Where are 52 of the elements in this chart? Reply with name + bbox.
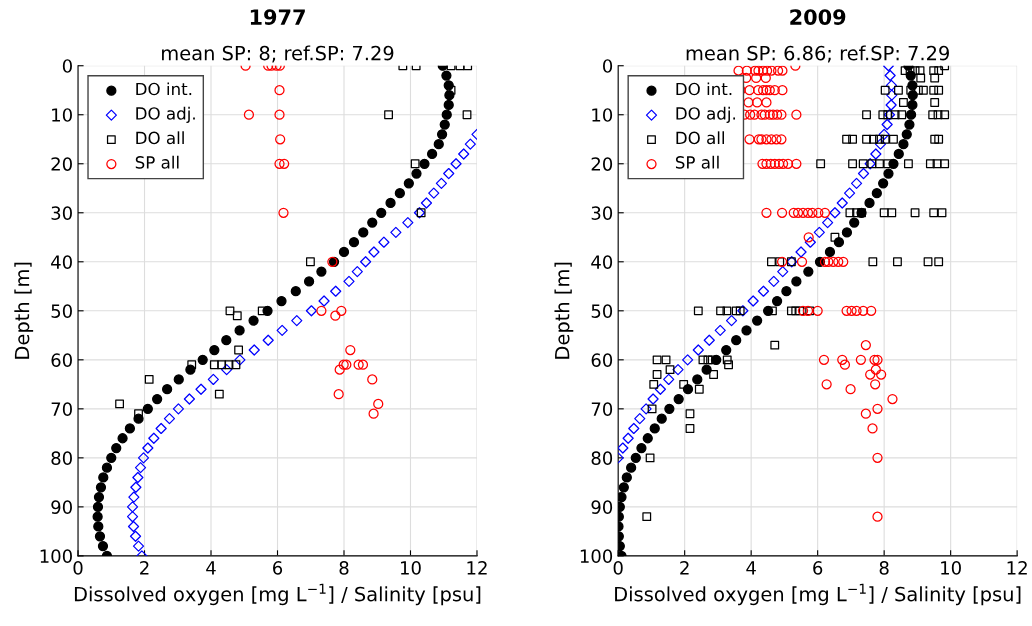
legend-label: SP all [135,155,179,169]
x-tick-label: 2 [680,561,689,575]
legend-label: DO all [676,131,724,145]
x-axis-title: Dissolved oxygen [mg L$^{−1}$] / Salinity [psu] [615,583,1021,606]
y-tick-label: 70 [591,402,613,416]
x-tick-label: 6 [273,561,283,575]
legend-label: SP all [675,155,719,169]
y-tick-label: 10 [52,108,72,122]
chart-title: 1977 [250,9,305,25]
x-tick-label: 8 [879,561,889,575]
x-tick-label: 10 [400,561,421,575]
y-axis-title: Depth [m] [14,262,34,359]
y-tick-label: 60 [51,353,72,367]
x-tick-label: 2 [140,561,149,575]
y-tick-label: 20 [591,157,613,171]
y-tick-label: 40 [591,255,613,269]
y-tick-label: 0 [603,59,613,73]
chart-title: 2009 [790,9,846,25]
x-tick-label: 12 [1007,561,1027,575]
chart-subtitle: mean SP: 8; ref.SP: 7.29 [162,45,394,63]
x-tick-label: 8 [339,561,349,575]
x-tick-label: 6 [813,561,823,575]
y-tick-label: 80 [591,451,613,465]
y-tick-label: 100 [40,549,72,563]
y-tick-label: 90 [591,500,613,514]
y-axis-title: Depth [m] [554,262,574,359]
y-tick-label: 30 [591,206,613,220]
y-tick-label: 30 [51,206,72,220]
legend-label: DO adj. [136,106,195,123]
y-tick-label: 0 [62,59,72,73]
x-tick-label: 10 [941,561,961,575]
y-tick-label: 70 [51,402,72,416]
chart-subtitle: mean SP: 6.86; ref.SP: 7.29 [686,45,949,63]
legend-label: DO int. [676,82,732,96]
x-tick-label: 4 [206,561,216,575]
y-tick-label: 60 [591,353,613,367]
y-tick-label: 80 [51,451,72,465]
y-tick-label: 100 [580,549,613,563]
y-tick-label: 50 [591,304,613,318]
x-tick-label: 12 [467,561,487,575]
y-tick-label: 40 [51,255,72,269]
y-tick-label: 20 [51,157,72,171]
legend-label: DO all [136,131,184,145]
x-tick-label: 0 [73,561,83,575]
y-tick-label: 10 [592,108,613,122]
x-tick-label: 4 [746,561,756,575]
y-tick-label: 50 [51,304,72,318]
legend-label: DO int. [136,82,192,96]
x-tick-label: 0 [613,561,623,575]
legend-label: DO adj. [676,106,736,123]
x-axis-title: Dissolved oxygen [mg L$^{−1}$] / Salinity [psu] [74,583,481,606]
y-tick-label: 90 [51,500,72,514]
